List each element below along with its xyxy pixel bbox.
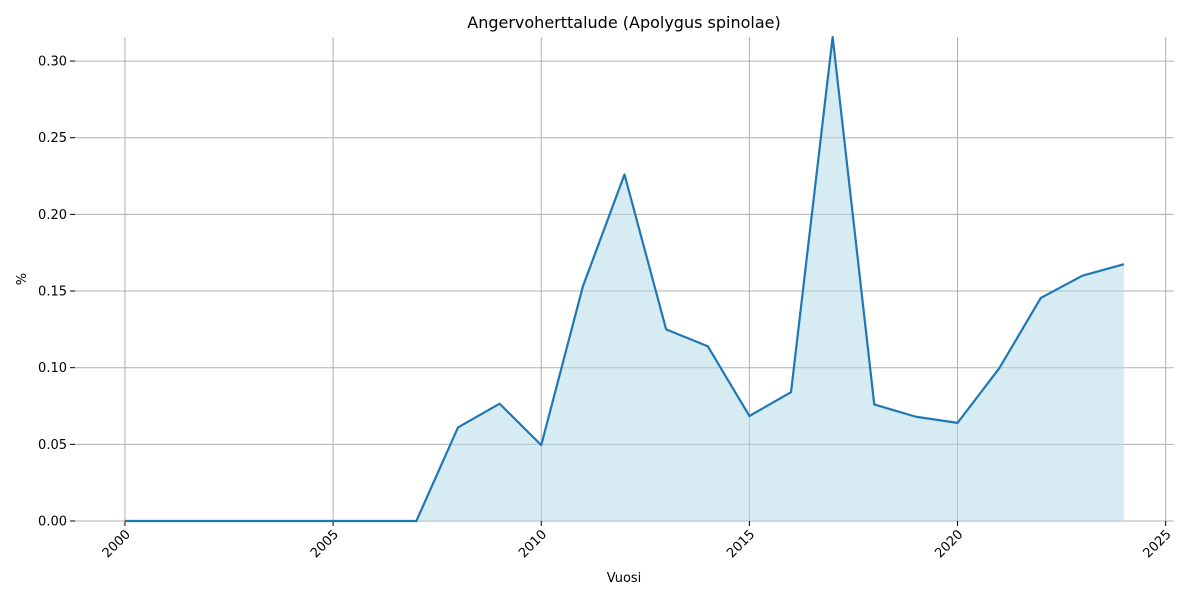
x-axis-label: Vuosi <box>607 571 642 586</box>
y-axis-label: % <box>15 273 30 285</box>
x-tick-label: 2010 <box>516 527 550 561</box>
chart-title: Angervoherttalude (Apolygus spinolae) <box>467 13 780 32</box>
y-tick-label: 0.25 <box>38 131 67 146</box>
x-tick-label: 2015 <box>724 527 758 561</box>
y-tick-label: 0.05 <box>38 438 67 453</box>
x-tick-label: 2000 <box>100 527 134 561</box>
y-tick-label: 0.00 <box>38 515 67 530</box>
y-tick-label: 0.10 <box>38 361 67 376</box>
y-tick-label: 0.20 <box>38 208 67 223</box>
y-tick-label: 0.15 <box>38 285 67 300</box>
x-tick-label: 2025 <box>1140 527 1174 561</box>
line <box>124 35 1125 523</box>
area <box>124 37 1125 521</box>
x-tick-label: 2020 <box>932 527 966 561</box>
y-tick-label: 0.30 <box>38 55 67 70</box>
x-tick-label: 2005 <box>308 527 342 561</box>
